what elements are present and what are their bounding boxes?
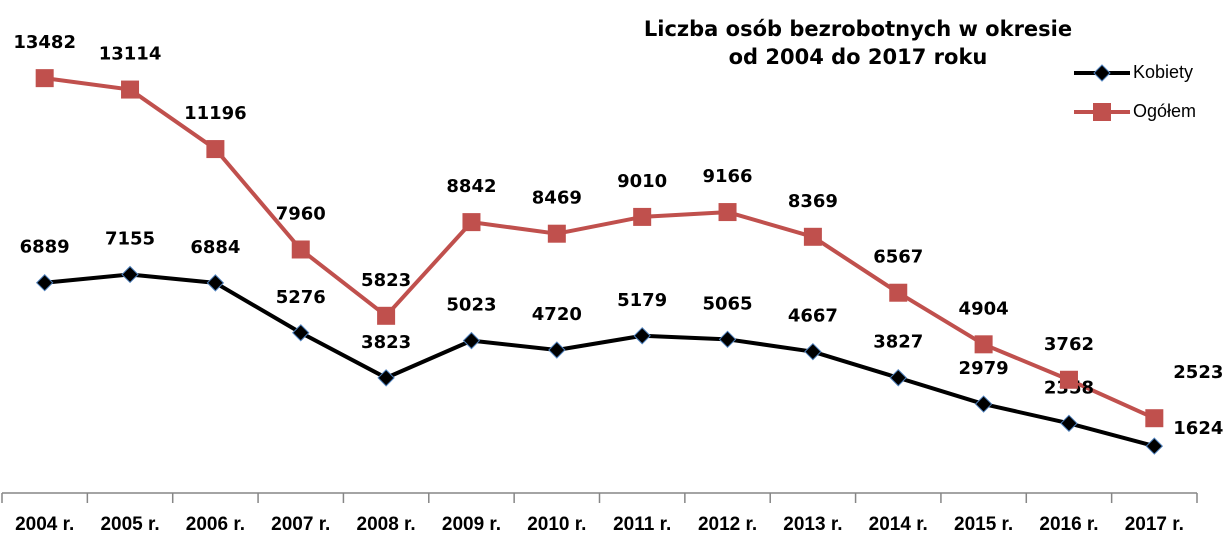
- data-label: 8369: [788, 191, 838, 212]
- data-label: 5065: [702, 293, 752, 314]
- data-label: 2979: [959, 358, 1009, 379]
- marker: [291, 240, 310, 259]
- data-label: 1624: [1173, 418, 1223, 439]
- marker: [1145, 437, 1164, 455]
- x-tick-label: 2009 r.: [442, 514, 501, 535]
- marker: [889, 369, 907, 387]
- marker: [1145, 409, 1164, 428]
- x-tick-label: 2014 r.: [869, 514, 928, 535]
- marker: [1093, 64, 1111, 82]
- data-label: 6889: [20, 237, 70, 258]
- data-label: 7155: [105, 228, 155, 249]
- data-label: 4720: [532, 304, 582, 325]
- data-label: 4667: [788, 306, 838, 327]
- data-label: 5179: [617, 290, 667, 311]
- x-tick-label: 2005 r.: [100, 514, 159, 535]
- marker: [206, 140, 225, 159]
- series-line: [44, 272, 1155, 449]
- data-label: 2523: [1173, 362, 1223, 383]
- data-label: 3827: [873, 332, 923, 353]
- marker: [1093, 103, 1111, 121]
- data-label: 13114: [99, 44, 162, 65]
- data-label: 9166: [702, 166, 752, 187]
- data-label: 5023: [446, 295, 496, 316]
- data-label: 3823: [361, 332, 411, 353]
- marker: [804, 342, 822, 361]
- x-tick-label: 2007 r.: [271, 514, 330, 535]
- x-tick-label: 2010 r.: [527, 514, 586, 535]
- data-label: 8469: [532, 188, 582, 209]
- marker: [718, 203, 737, 222]
- data-label: 5823: [361, 270, 411, 291]
- data-label: 8842: [446, 176, 496, 197]
- marker: [547, 224, 566, 243]
- x-tick-label: 2015 r.: [954, 514, 1013, 535]
- marker: [718, 330, 737, 349]
- marker: [35, 274, 54, 292]
- marker: [974, 335, 993, 354]
- x-tick-label: 2016 r.: [1039, 514, 1098, 535]
- marker: [889, 283, 908, 302]
- x-tick-label: 2012 r.: [698, 514, 757, 535]
- data-label: 6567: [873, 247, 923, 268]
- x-tick-label: 2006 r.: [186, 514, 245, 535]
- data-label: 13482: [13, 32, 76, 53]
- marker: [35, 69, 54, 88]
- marker: [462, 213, 481, 232]
- marker: [1059, 370, 1078, 389]
- marker: [206, 274, 225, 292]
- marker: [377, 306, 396, 325]
- marker: [633, 327, 651, 345]
- marker: [292, 324, 310, 342]
- data-label: 9010: [617, 171, 667, 192]
- marker: [803, 227, 822, 246]
- data-label: 3762: [1044, 334, 1094, 355]
- x-tick-label: 2013 r.: [783, 514, 842, 535]
- chart-title: Liczba osób bezrobotnych w okresie: [644, 17, 1072, 41]
- data-label: 6884: [190, 237, 240, 258]
- marker: [548, 341, 566, 359]
- data-label: 7960: [276, 203, 326, 224]
- marker: [121, 80, 140, 99]
- x-tick-label: 2011 r.: [613, 514, 671, 535]
- x-tick-label: 2004 r.: [15, 514, 74, 535]
- series-line: [44, 76, 1156, 421]
- marker: [462, 331, 481, 350]
- legend-label: Ogółem: [1133, 101, 1196, 121]
- marker: [1060, 414, 1078, 433]
- data-label: 11196: [184, 103, 247, 124]
- marker: [974, 395, 993, 413]
- x-tick-label: 2017 r.: [1125, 514, 1184, 535]
- chart-title: od 2004 do 2017 roku: [729, 45, 988, 69]
- data-label: 5276: [276, 287, 326, 308]
- marker: [633, 207, 652, 226]
- marker: [121, 265, 139, 284]
- marker: [377, 369, 395, 387]
- data-label: 4904: [959, 298, 1009, 319]
- x-tick-label: 2008 r.: [357, 514, 416, 535]
- legend-label: Kobiety: [1133, 62, 1193, 82]
